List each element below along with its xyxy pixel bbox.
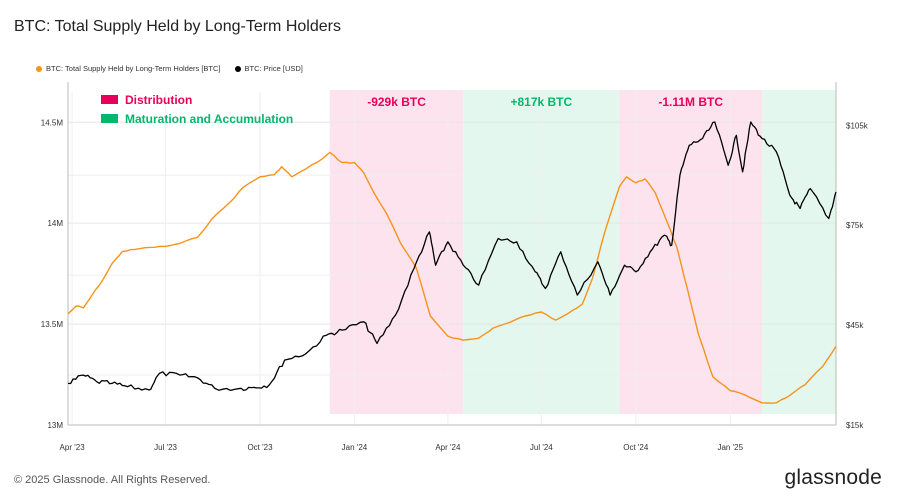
y-right-tick-label: $15k — [846, 421, 864, 430]
x-tick-label: Jan '25 — [717, 443, 743, 452]
y-right-tick-label: $75k — [846, 221, 864, 230]
x-tick-label: Apr '23 — [60, 443, 86, 452]
band-label: -1.11M BTC — [658, 95, 723, 109]
lines-layer — [67, 121, 837, 404]
x-tick-label: Oct '23 — [247, 443, 273, 452]
x-tick-label: Jul '23 — [154, 443, 177, 452]
legend-swatch-orange — [36, 65, 42, 72]
legend-item-lth-supply[interactable]: BTC: Total Supply Held by Long-Term Hold… — [36, 64, 221, 73]
y-right-tick-label: $105k — [846, 121, 869, 130]
band-accumulation — [762, 90, 836, 414]
legend-swatch-black — [234, 65, 241, 72]
band-distribution — [329, 90, 464, 414]
chart-title: BTC: Total Supply Held by Long-Term Hold… — [14, 18, 341, 35]
x-tick-label: Oct '24 — [623, 443, 649, 452]
key-layer: Distribution Maturation and Accumulation — [101, 93, 293, 126]
y-left-tick-label: 13.5M — [41, 320, 64, 329]
legend: BTC: Total Supply Held by Long-Term Hold… — [36, 64, 303, 73]
y-left-tick-label: 13M — [47, 421, 63, 430]
key-swatch — [101, 95, 118, 104]
band-label: -929k BTC — [367, 95, 426, 109]
band-label: +817k BTC — [510, 95, 572, 109]
y-right-tick-label: $45k — [846, 321, 864, 330]
y-left-tick-label: 14M — [47, 219, 63, 228]
band-distribution — [619, 90, 763, 414]
legend-item-price[interactable]: BTC: Price [USD] — [234, 64, 303, 73]
x-tick-label: Apr '24 — [435, 443, 461, 452]
x-tick-label: Jul '24 — [530, 443, 553, 452]
key-label: Distribution — [125, 93, 192, 107]
price-line — [67, 121, 837, 392]
copyright-text: © 2025 Glassnode. All Rights Reserved. — [14, 474, 211, 486]
lth-supply-line — [67, 151, 837, 404]
labels-layer: -929k BTC +817k BTC -1.11M BTC — [367, 95, 723, 109]
legend-label: BTC: Price [USD] — [244, 64, 303, 73]
key-swatch — [101, 114, 118, 123]
legend-label: BTC: Total Supply Held by Long-Term Hold… — [46, 64, 221, 73]
x-tick-label: Jan '24 — [342, 443, 368, 452]
y-left-tick-label: 14.5M — [41, 118, 64, 127]
glassnode-logo: glassnode — [784, 466, 882, 489]
axes-layer: 13M 13.5M 14M 14.5M $15k $45k $75k $105k Apr '23… — [41, 82, 869, 452]
key-label: Maturation and Accumulation — [125, 112, 293, 126]
grid-layer — [68, 92, 836, 426]
